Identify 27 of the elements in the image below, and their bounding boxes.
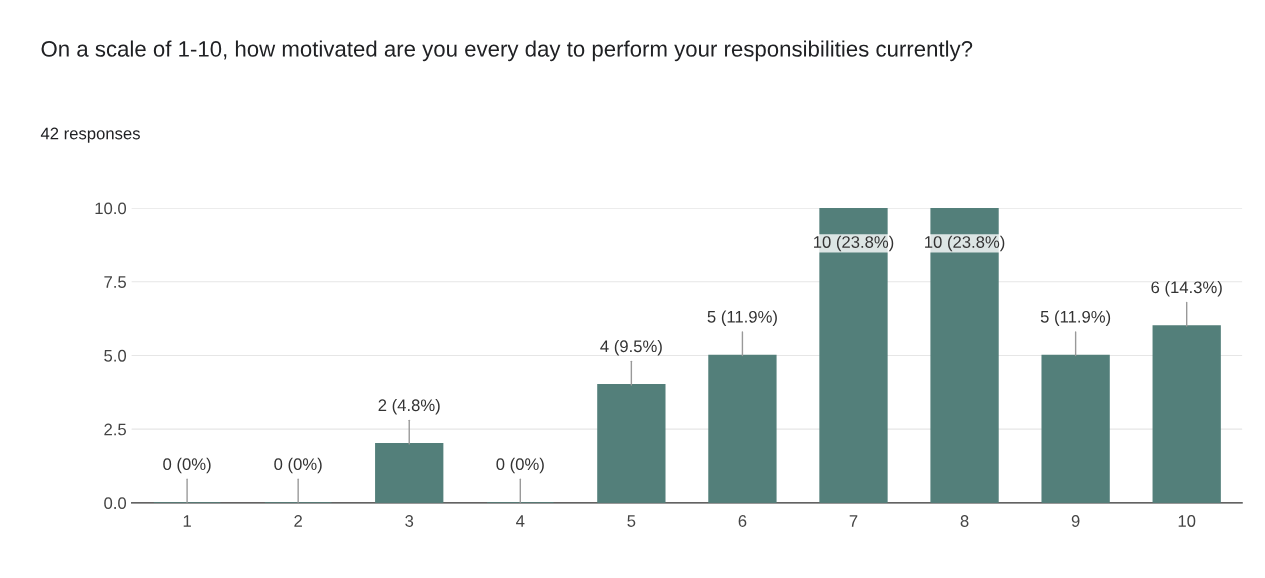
data-label: 0 (0%) xyxy=(496,457,544,474)
x-tick-label: 9 xyxy=(1071,515,1080,527)
data-label: 4 (9.5%) xyxy=(600,339,662,356)
x-tick-label: 4 xyxy=(516,515,525,527)
text: 7.5 xyxy=(104,276,126,288)
x-tick-label: 1 xyxy=(183,515,191,527)
data-label: 0 (0%) xyxy=(163,457,211,474)
text: 2.5 xyxy=(104,423,126,436)
x-tick-label: 3 xyxy=(405,515,414,527)
data-label: 5 (11.9%) xyxy=(1040,310,1111,326)
text: 0.0 xyxy=(104,497,127,510)
data-label: 10 (23.8%) xyxy=(925,235,1005,252)
x-tick-label: 5 xyxy=(627,515,636,527)
text: 10.0 xyxy=(95,202,127,215)
data-label: 6 (14.3%) xyxy=(1151,280,1222,297)
x-tick-label: 7 xyxy=(849,515,858,527)
x-tick-label: 6 xyxy=(738,515,747,527)
text: 5.0 xyxy=(104,349,127,362)
x-tick-label: 2 xyxy=(294,515,302,527)
x-tick-label: 8 xyxy=(960,515,969,527)
data-label: 0 (0%) xyxy=(274,457,322,474)
x-tick-label: 10 xyxy=(1178,515,1196,527)
data-label: 2 (4.8%) xyxy=(378,398,440,415)
data-label: 10 (23.8%) xyxy=(814,235,894,252)
chart-title: On a scale of 1-10, how motivated are you every day to perform your responsibilities currently? xyxy=(41,40,973,62)
chart-subtitle: 42 responses xyxy=(40,127,140,143)
data-label: 5 (11.9%) xyxy=(707,310,777,326)
